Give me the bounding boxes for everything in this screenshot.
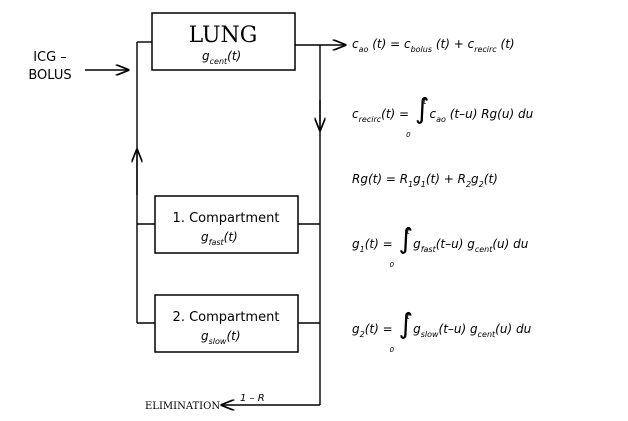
text-part: c [430,107,437,121]
subscript: cent [478,330,496,339]
text-part: (t) [484,172,498,186]
text-part: g [202,49,210,63]
equation: g2(t) = ∫gslow(t–u) gcent(u) du [352,307,532,340]
text-part: (t) + c [432,37,475,51]
text-part: (t–u) g [439,322,478,336]
input-label: BOLUS [28,68,71,83]
subscript: 2 [360,330,365,339]
equation: cao (t) = cbolus (t) + crecirc (t) [352,37,515,54]
subscript: slow [209,337,227,346]
integral-upper: t [407,312,411,321]
elimination-factor: 1 – R [240,393,265,404]
subscript: ao [359,45,369,54]
text-part: (t) + R [426,172,466,186]
subscript: ao [436,115,446,124]
text-part: g [201,329,209,343]
subscript: 2 [479,180,484,189]
elimination-label: ELIMINATION [145,401,220,412]
text-part: g [413,172,421,186]
subscript: 1 [360,245,365,254]
integral-upper: t [423,97,427,106]
text-part: g [413,237,421,251]
compartment-box [154,294,299,353]
text-part: (t) = c [368,37,411,51]
integral-sign: ∫ [398,222,413,255]
equation: Rg(t) = R1g1(t) + R2g2(t) [352,172,498,189]
text-part: (t–u) Rg(u) du [446,107,534,121]
lung-box [151,12,296,71]
lung-function: gcent(t) [202,49,241,66]
equation: g1(t) = ∫gfast(t–u) gcent(u) du [352,222,529,255]
subscript: fast [421,245,437,254]
text-part: c [352,107,359,121]
text-part: (t) = [381,107,413,121]
integral-lower: 0 [406,131,411,139]
text-part: g [352,237,360,251]
integral-lower: 0 [390,261,395,269]
subscript: fast [209,238,225,247]
text-part: (t–u) g [436,237,475,251]
text-part: (t) [226,329,240,343]
text-part: (u) du [492,237,528,251]
text-part: (t) = [365,322,397,336]
text-part: (t) = [365,237,397,251]
input-label: ICG – [33,50,67,65]
integral-sign: ∫ [415,92,430,125]
lung-label: LUNG [189,23,258,48]
compartment-label: 2. Compartment [173,310,280,325]
integral-lower: 0 [390,346,395,354]
text-part: g [201,230,209,244]
text-part: (t) [497,37,515,51]
compartment-function: gfast(t) [201,230,238,247]
compartment-function: gslow(t) [201,329,241,346]
connectors [85,42,345,405]
text-part: c [352,37,359,51]
text-part: (t) [227,49,241,63]
subscript: bolus [411,45,432,54]
subscript: 2 [466,180,471,189]
integral-sign: ∫ [398,307,413,340]
subscript: slow [421,330,439,339]
subscript: cent [210,57,228,66]
text-part: g [471,172,479,186]
subscript: cent [475,245,493,254]
compartment-box [154,195,299,254]
integral-upper: t [407,227,411,236]
compartment-label: 1. Compartment [173,211,280,226]
text-part: Rg(t) = R [352,172,408,186]
text-part: g [352,322,360,336]
text-part: (u) du [495,322,531,336]
subscript: recirc [359,115,382,124]
text-part: g [413,322,421,336]
equation: crecirc(t) = ∫cao (t–u) Rg(u) du [352,92,534,125]
subscript: 1 [421,180,426,189]
subscript: recirc [474,45,497,54]
subscript: 1 [408,180,413,189]
text-part: (t) [224,230,238,244]
